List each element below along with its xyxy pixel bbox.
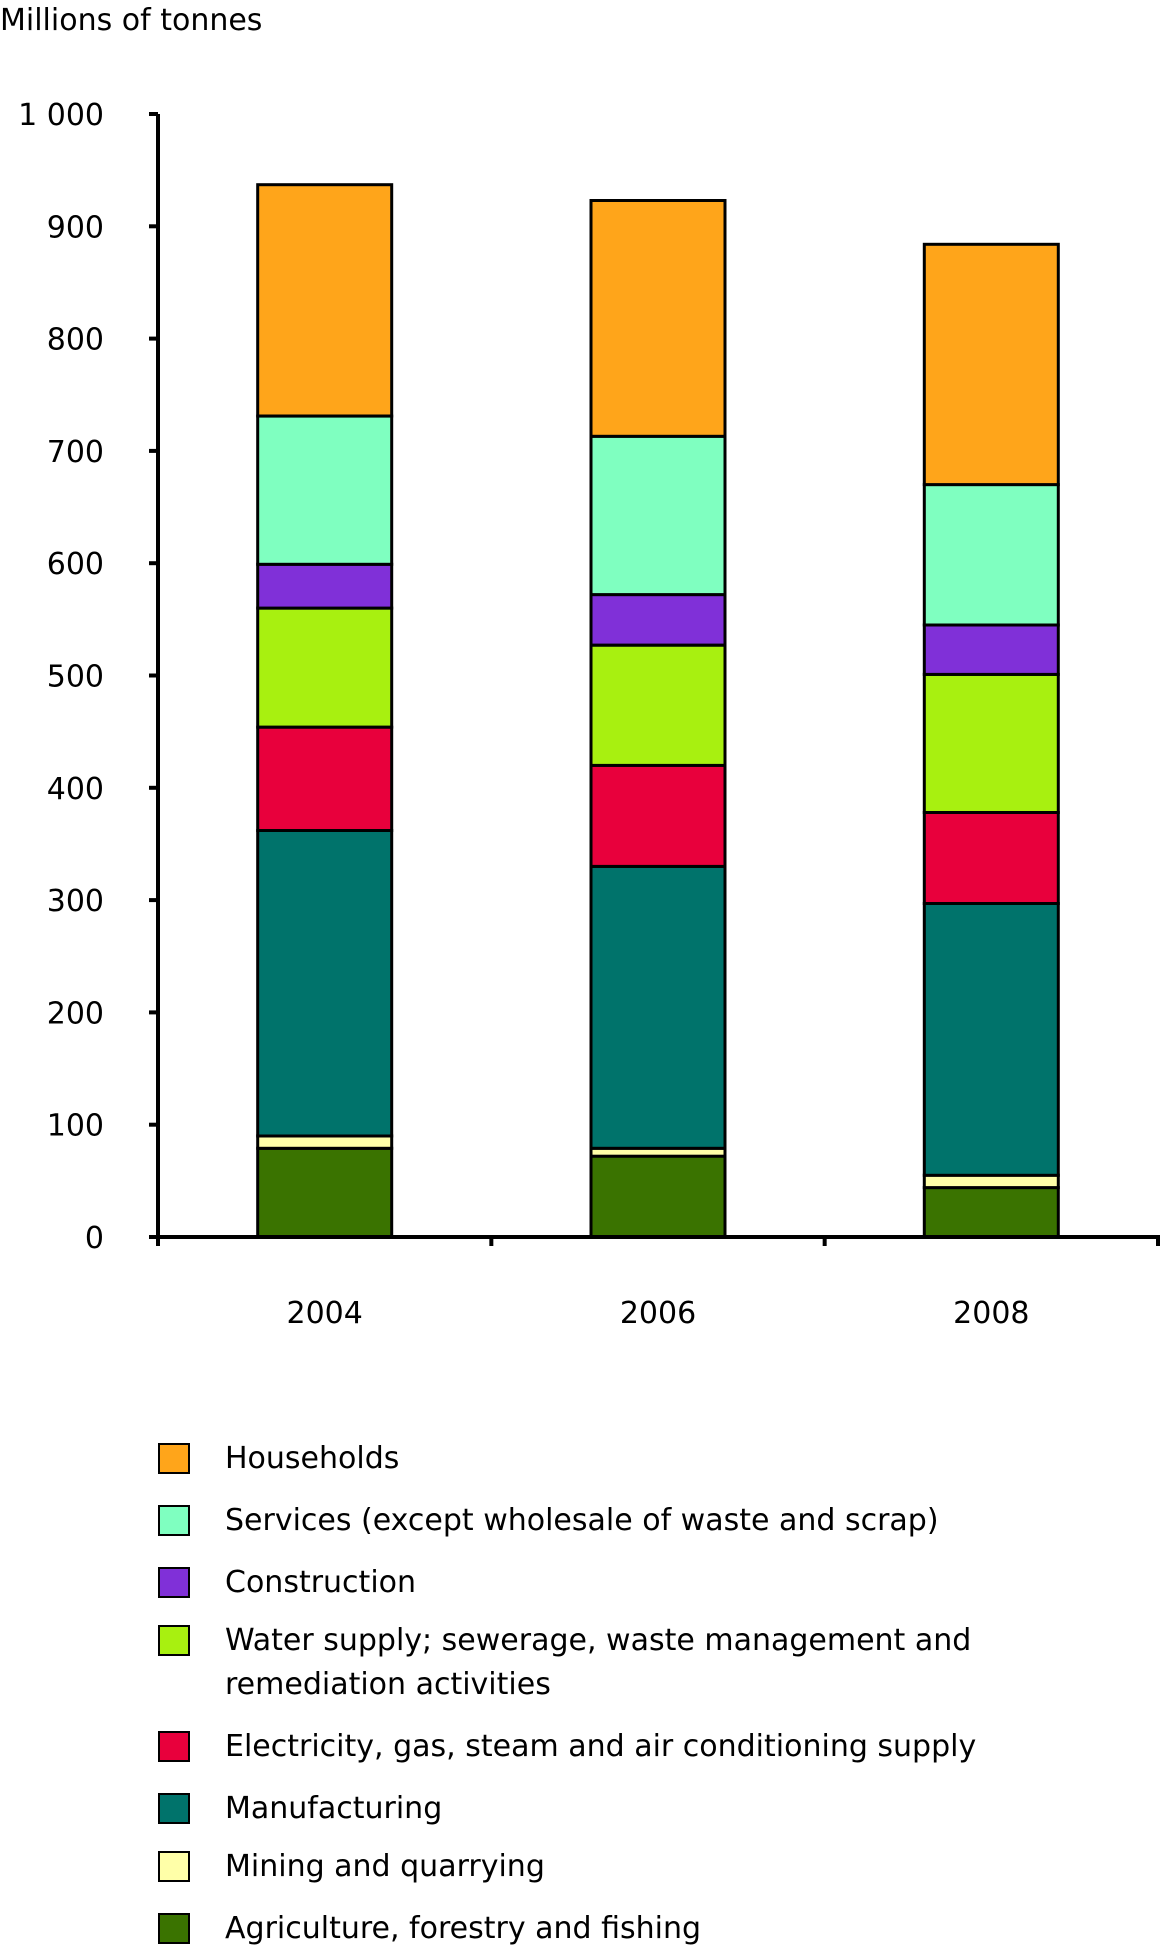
bar-segment-2008-households	[922, 242, 1060, 487]
x-tick-label: 2008	[953, 1296, 1029, 1331]
legend-swatch	[158, 1625, 190, 1656]
legend-label: Households	[225, 1441, 400, 1476]
axes-group	[149, 114, 1160, 1246]
stacked-bar-chart: Millions of tonnes 0 100 200 300 400 500 600 70…	[0, 3, 1160, 1331]
legend-label: Services (except wholesale of waste and …	[225, 1503, 939, 1538]
legend-item-manufacturing: Manufacturing	[158, 1791, 442, 1826]
bar-segment-2008-electricity	[922, 811, 1060, 905]
legend-item-water-supply: Water supply; sewerage, waste management…	[158, 1623, 971, 1702]
y-ticks-group: 0 100 200 300 400 500 600 700 800 900 1 000	[18, 98, 158, 1256]
bar-segment-2006-manufacturing	[589, 864, 727, 1150]
bar-segment-2006-electricity	[589, 763, 727, 868]
legend-label: Manufacturing	[225, 1791, 443, 1826]
legend-swatch	[158, 1731, 190, 1762]
y-tick-label: 700	[47, 435, 104, 470]
y-tick-label: 1 000	[18, 98, 104, 133]
bar-segment-2008-services	[922, 483, 1060, 627]
bars-group	[256, 183, 1060, 1239]
bar-segment-2004-agriculture	[256, 1146, 394, 1239]
legend-label: Agriculture, forestry and fishing	[225, 1911, 702, 1946]
bar-segment-2004-services	[256, 414, 394, 566]
x-tick-label: 2006	[620, 1296, 696, 1331]
legend-label: Mining and quarrying	[225, 1849, 545, 1884]
bar-segment-2008-agriculture	[922, 1186, 1060, 1239]
legend-item-electricity: Electricity, gas, steam and air conditio…	[158, 1729, 976, 1764]
legend-label: Construction	[225, 1565, 417, 1600]
y-tick-label: 400	[47, 772, 104, 807]
bar-segment-2004-manufacturing	[256, 829, 394, 1138]
bar-segment-2004-electricity	[256, 725, 394, 833]
legend-swatch	[158, 1793, 190, 1824]
legend-label: Electricity, gas, steam and air conditio…	[225, 1729, 977, 1764]
legend-item-households: Households	[158, 1441, 399, 1476]
bar-segment-2006-services	[589, 434, 727, 597]
bar-segment-2006-agriculture	[589, 1154, 727, 1239]
y-tick-label: 300	[47, 884, 104, 919]
legend-item-agriculture: Agriculture, forestry and fishing	[158, 1911, 701, 1946]
legend-swatch	[158, 1567, 190, 1598]
y-axis-title: Millions of tonnes	[0, 3, 262, 38]
x-tick-label: 2004	[286, 1296, 362, 1331]
legend-swatch	[158, 1443, 190, 1474]
bar-segment-2004-construction	[256, 562, 394, 610]
y-tick-label: 800	[47, 323, 104, 358]
y-tick-label: 600	[47, 547, 104, 582]
bar-segment-2006-water	[589, 643, 727, 767]
bar-segment-2008-water	[922, 672, 1060, 815]
bar-segment-2006-construction	[589, 593, 727, 647]
bar-segment-2008-mining	[922, 1173, 1060, 1190]
y-tick-label: 100	[47, 1109, 104, 1144]
y-tick-label: 500	[47, 660, 104, 695]
legend-item-services: Services (except wholesale of waste and …	[158, 1503, 939, 1538]
x-ticks-group: 2004 2006 2008	[156, 1237, 1160, 1331]
y-tick-label: 0	[85, 1221, 104, 1256]
bar-segment-2004-water	[256, 606, 394, 729]
y-tick-label: 900	[47, 210, 104, 245]
bar-segment-2004-households	[256, 183, 394, 418]
bar-segment-2008-construction	[922, 623, 1060, 676]
legend-item-mining: Mining and quarrying	[158, 1849, 545, 1884]
legend-item-construction: Construction	[158, 1565, 416, 1600]
legend-swatch	[158, 1913, 190, 1944]
legend-label: Water supply; sewerage, waste management…	[225, 1623, 972, 1702]
bar-segment-2006-households	[589, 199, 727, 438]
bar-segment-2008-manufacturing	[922, 902, 1060, 1177]
y-tick-label: 200	[47, 996, 104, 1031]
legend-swatch	[158, 1851, 190, 1882]
legend-swatch	[158, 1505, 190, 1536]
bar-segment-2004-mining	[256, 1134, 394, 1150]
